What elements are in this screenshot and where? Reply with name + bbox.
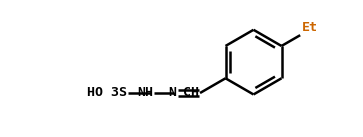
Text: NH: NH	[138, 86, 154, 99]
Text: HO 3S: HO 3S	[87, 86, 127, 99]
Text: Et: Et	[302, 21, 318, 34]
Text: CH: CH	[183, 86, 199, 99]
Text: N: N	[168, 86, 176, 99]
